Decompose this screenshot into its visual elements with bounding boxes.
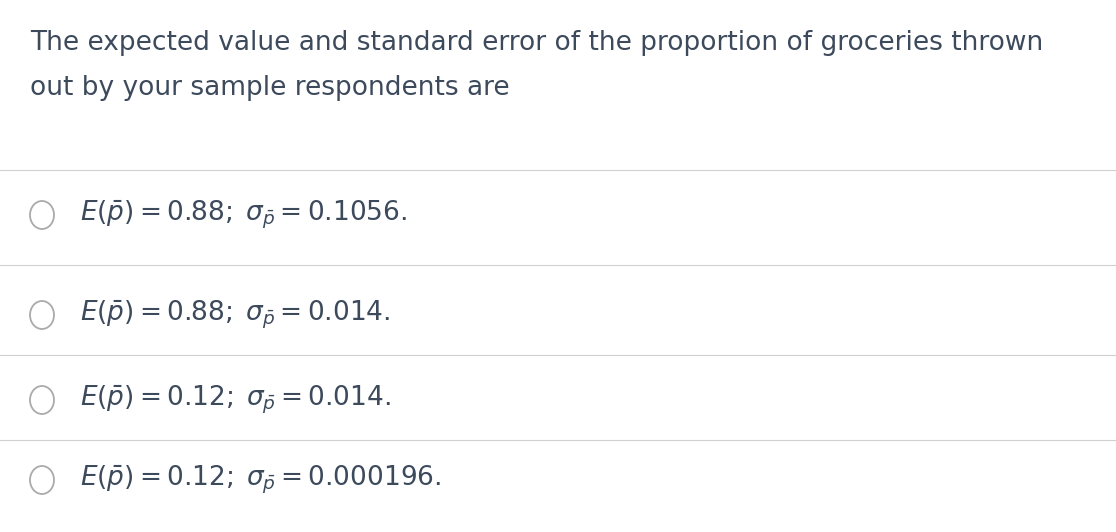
Text: $E(\bar{p}) = 0.88;\; \sigma_{\bar{p}} = 0.1056.$: $E(\bar{p}) = 0.88;\; \sigma_{\bar{p}} =… <box>80 198 407 231</box>
Text: $E(\bar{p}) = 0.88;\; \sigma_{\bar{p}} = 0.014.$: $E(\bar{p}) = 0.88;\; \sigma_{\bar{p}} =… <box>80 298 391 331</box>
Text: $E(\bar{p}) = 0.12;\; \sigma_{\bar{p}} = 0.014.$: $E(\bar{p}) = 0.12;\; \sigma_{\bar{p}} =… <box>80 384 391 417</box>
Text: The expected value and standard error of the proportion of groceries thrown: The expected value and standard error of… <box>30 30 1043 56</box>
Text: out by your sample respondents are: out by your sample respondents are <box>30 75 510 101</box>
Text: $E(\bar{p}) = 0.12;\; \sigma_{\bar{p}} = 0.000196.$: $E(\bar{p}) = 0.12;\; \sigma_{\bar{p}} =… <box>80 464 441 496</box>
